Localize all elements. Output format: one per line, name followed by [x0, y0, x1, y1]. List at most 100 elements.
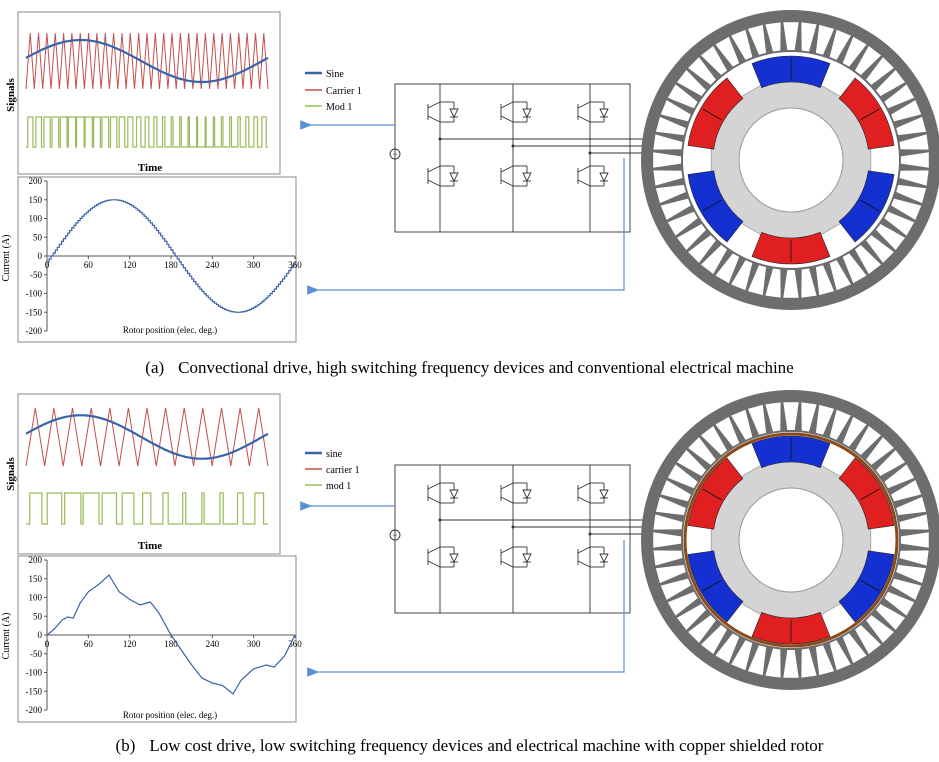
igbt-emitter-a-1-1 — [500, 179, 514, 187]
magnet-arrow-a-2 — [860, 199, 880, 212]
legend-sine-label-a: Sine — [326, 69, 344, 80]
carrier-line-b — [25, 407, 269, 467]
y-tick-label-a-0: 200 — [29, 176, 43, 186]
x-tick-label-a-2: 120 — [123, 260, 137, 270]
signals-xlabel-a: Time — [138, 162, 162, 174]
caption-a: (a) Convectional drive, high switching fr… — [0, 358, 939, 378]
diode-a-2-0 — [599, 108, 609, 119]
panel-a: Signals Time Sine Carrier 1 Mod 1 200 150… — [1, 10, 939, 343]
stator-slot-b-21 — [660, 578, 691, 600]
stator-slot-b-5 — [875, 604, 906, 630]
mod-line-b — [26, 492, 268, 525]
stator-slot-a-12 — [783, 269, 799, 298]
x-tick-label-b-1: 60 — [84, 639, 94, 649]
y-tick-label-b-7: -150 — [26, 686, 43, 696]
stator-slot-b-9 — [829, 640, 851, 671]
stator-slot-a-47 — [899, 134, 929, 150]
magnet-b-4 — [687, 550, 744, 623]
stator-slot-a-35 — [765, 22, 781, 52]
igbt-emitter-b-2-1 — [577, 560, 591, 568]
phase-node-b-2 — [588, 532, 592, 536]
stator-slot-b-13 — [765, 648, 781, 678]
igbt-emitter-a-1-0 — [500, 115, 514, 123]
stator-slot-b-8 — [842, 633, 867, 664]
stator-slot-a-32 — [715, 36, 740, 67]
stator-slot-b-39 — [829, 409, 851, 440]
y-tick-label-a-1: 150 — [29, 195, 43, 205]
caption-label-a: (a) — [145, 358, 165, 377]
igbt-emitter-a-2-1 — [577, 179, 591, 187]
stator-slot-b-3 — [891, 578, 922, 600]
diode-b-0-1 — [449, 553, 459, 564]
current-xlabel-b: Rotor position (elec. deg.) — [123, 710, 217, 720]
igbt-collector-a-0-1 — [427, 165, 441, 173]
igbt-collector-a-1-0 — [500, 101, 514, 109]
x-tick-label-b-6: 360 — [288, 639, 302, 649]
shaft-bore-b — [738, 487, 844, 593]
legend-mod-label-b: mod 1 — [326, 481, 351, 492]
y-tick-label-a-4: 0 — [38, 251, 43, 261]
mod-line-a — [26, 116, 268, 148]
x-tick-label-b-4: 240 — [206, 639, 220, 649]
x-tick-label-a-3: 180 — [164, 260, 178, 270]
magnet-a-1 — [838, 77, 895, 150]
phase-node-a-0 — [438, 137, 442, 141]
stator-slot-a-9 — [829, 260, 851, 291]
arrow-to-current-b — [307, 540, 625, 677]
y-tick-label-a-3: 50 — [33, 232, 43, 242]
stator-slot-a-16 — [715, 253, 740, 284]
stator-slot-b-31 — [701, 425, 727, 456]
y-tick-label-b-1: 150 — [29, 574, 43, 584]
stator-slot-a-27 — [660, 100, 691, 122]
igbt-emitter-b-1-0 — [500, 496, 514, 504]
stator-slot-a-45 — [891, 100, 922, 122]
caption-text-a: Convectional drive, high switching frequ… — [178, 358, 794, 377]
stator-slot-b-46 — [896, 496, 927, 516]
current-frame-b — [17, 555, 297, 723]
current-xlabel-a: Rotor position (elec. deg.) — [123, 325, 217, 335]
motor-cross-section-b — [641, 390, 939, 690]
diode-b-1-1 — [522, 553, 532, 564]
stator-slot-a-36 — [783, 22, 799, 51]
signals-ylabel-b: Signals — [5, 456, 17, 490]
stator-slot-a-21 — [660, 198, 691, 220]
magnet-a-2 — [838, 170, 895, 243]
y-tick-label-a-8: -200 — [26, 326, 43, 336]
diode-b-2-1 — [599, 553, 609, 564]
stator-slot-a-41 — [855, 45, 881, 76]
stator-slot-b-34 — [747, 404, 767, 435]
caption-b: (b) Low cost drive, low switching frequen… — [0, 736, 939, 756]
magnet-arrow-b-1 — [860, 488, 880, 501]
stator-slot-b-37 — [801, 402, 817, 432]
signals-frame-b — [17, 393, 281, 555]
signals-chart-a: Signals Time — [5, 11, 281, 175]
current-ylabel-b: Current (A) — [1, 613, 12, 660]
stator-slot-b-26 — [655, 496, 686, 516]
igbt-collector-b-2-1 — [577, 546, 591, 554]
stator-slot-a-46 — [896, 116, 927, 136]
magnet-arrow-a-4 — [702, 199, 722, 212]
stator-slot-a-30 — [688, 57, 716, 85]
stator-slot-b-40 — [842, 416, 867, 447]
arrow-to-current-a — [307, 158, 625, 295]
stator-slot-a-40 — [842, 36, 867, 67]
magnet-b-1 — [838, 457, 895, 530]
stator-slot-a-33 — [731, 29, 753, 60]
caption-text-b: Low cost drive, low switching frequency … — [149, 736, 824, 755]
igbt-emitter-a-2-0 — [577, 115, 591, 123]
copper-shield-b — [683, 432, 899, 648]
stator-slot-a-18 — [688, 235, 716, 263]
stator-slot-b-27 — [660, 480, 691, 502]
y-tick-label-b-5: -50 — [30, 649, 42, 659]
caption-label-b: (b) — [115, 736, 136, 755]
y-tick-label-a-5: -50 — [30, 270, 42, 280]
y-tick-label-b-8: -200 — [26, 705, 43, 715]
stator-slot-b-20 — [667, 591, 698, 616]
carrier-line-a — [25, 32, 269, 90]
signals-chart-b: Signals Time — [5, 393, 281, 555]
stator-slot-a-7 — [855, 244, 881, 275]
stator-slot-a-42 — [866, 57, 894, 85]
stator-slot-a-44 — [884, 84, 915, 109]
stator-slot-a-15 — [731, 260, 753, 291]
